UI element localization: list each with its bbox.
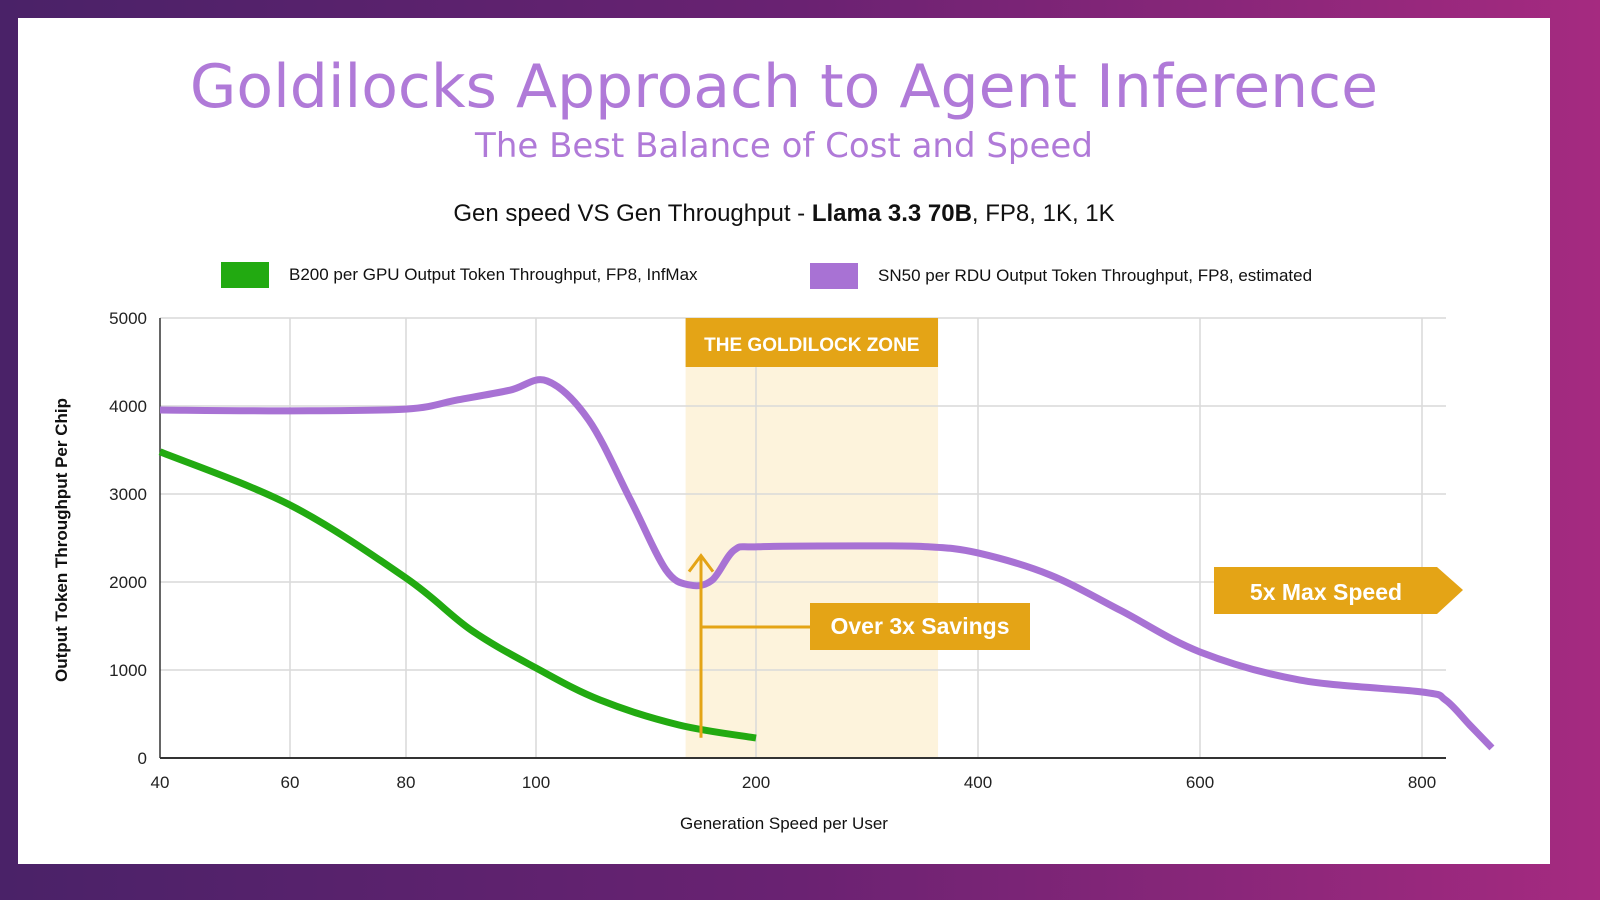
savings-label: Over 3x Savings xyxy=(831,613,1010,639)
speed-arrow-banner xyxy=(1214,567,1463,614)
savings-label-box xyxy=(810,603,1030,650)
legend-item-b200: B200 per GPU Output Token Throughput, FP… xyxy=(221,262,698,288)
x-tick-label: 400 xyxy=(964,773,992,792)
zone-label: THE GOLDILOCK ZONE xyxy=(704,335,919,356)
x-tick-label: 200 xyxy=(742,773,770,792)
y-tick-label: 0 xyxy=(138,749,147,768)
series-line-sn50 xyxy=(159,376,1495,751)
x-tick-label: 800 xyxy=(1408,773,1436,792)
y-axis-label: Output Token Throughput Per Chip xyxy=(52,398,71,682)
x-tick-label: 60 xyxy=(281,773,300,792)
y-tick-label: 3000 xyxy=(109,485,147,504)
y-tick-label: 1000 xyxy=(109,661,147,680)
goldilocks-zone-band xyxy=(685,318,939,758)
legend-label-sn50: SN50 per RDU Output Token Throughput, FP… xyxy=(878,266,1313,285)
chart-title-prefix: Gen speed VS Gen Throughput - xyxy=(453,200,812,227)
x-axis-label: Generation Speed per User xyxy=(680,814,888,833)
speed-label: 5x Max Speed xyxy=(1250,579,1402,605)
series-line-b200 xyxy=(158,448,757,742)
chart-title-model: Llama 3.3 70B xyxy=(811,200,972,227)
y-tick-label: 2000 xyxy=(109,573,147,592)
chart-title-suffix: , FP8, 1K, 1K xyxy=(971,200,1115,227)
legend-swatch-purple xyxy=(810,263,858,289)
x-tick-label: 40 xyxy=(151,773,170,792)
x-tick-label: 100 xyxy=(522,773,550,792)
x-tick-label: 600 xyxy=(1186,773,1214,792)
page-title: Goldilocks Approach to Agent Inference xyxy=(189,52,1379,122)
legend-item-sn50: SN50 per RDU Output Token Throughput, FP… xyxy=(810,263,1312,289)
chart-title: Gen speed VS Gen Throughput - Llama 3.3 … xyxy=(0,200,1568,228)
savings-arrow-head-icon xyxy=(687,553,715,573)
page-subtitle: The Best Balance of Cost and Speed xyxy=(475,126,1093,166)
zone-label-box xyxy=(685,318,939,367)
y-tick-label: 5000 xyxy=(109,309,147,328)
x-tick-label: 80 xyxy=(397,773,416,792)
legend-swatch-green xyxy=(221,262,269,288)
y-tick-label: 4000 xyxy=(109,397,147,416)
legend-label-b200: B200 per GPU Output Token Throughput, FP… xyxy=(289,265,698,284)
